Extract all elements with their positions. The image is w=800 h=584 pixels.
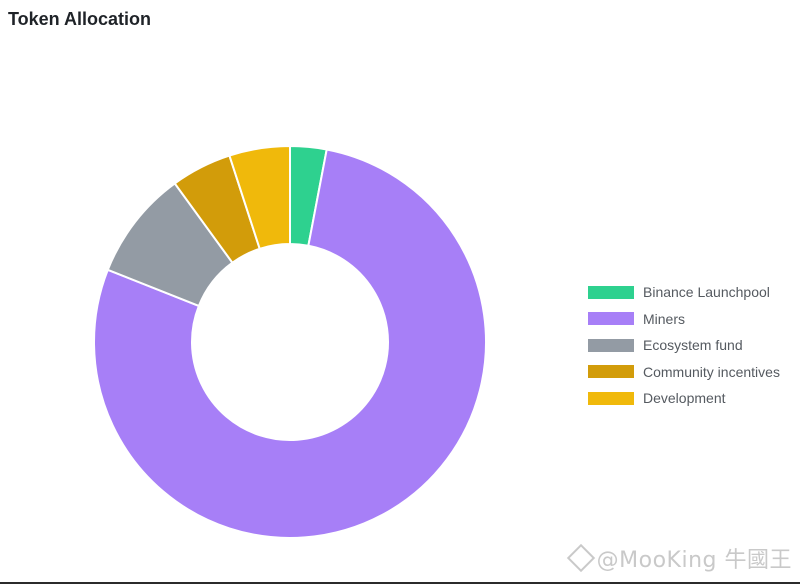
legend-swatch (588, 365, 634, 379)
slice-development (228, 144, 291, 251)
legend-swatch (588, 285, 634, 299)
slice-miners (93, 148, 487, 539)
legend-label: Community incentives (643, 363, 780, 380)
legend-swatch (588, 391, 634, 405)
legend-item[interactable]: Miners (588, 306, 780, 333)
chart-legend: Binance Launchpool Miners Ecosystem fund Co… (588, 279, 780, 412)
watermark-text: @MooKing 牛國王 (596, 548, 792, 573)
legend-label: Miners (643, 310, 686, 327)
legend-item[interactable]: Ecosystem fund (588, 332, 780, 359)
legend-item[interactable]: Binance Launchpool (588, 279, 780, 306)
legend-swatch (588, 312, 634, 326)
chart-title: Token Allocation (8, 9, 152, 29)
legend-item[interactable]: Development (588, 385, 780, 412)
bottom-divider (0, 582, 800, 584)
binance-diamond-icon (566, 543, 595, 573)
legend-label: Ecosystem fund (643, 337, 743, 354)
watermark: @MooKing 牛國王 (566, 542, 792, 574)
legend-swatch (588, 338, 634, 352)
legend-label: Development (643, 390, 726, 407)
legend-label: Binance Launchpool (643, 284, 770, 301)
legend-item[interactable]: Community incentives (588, 359, 780, 386)
